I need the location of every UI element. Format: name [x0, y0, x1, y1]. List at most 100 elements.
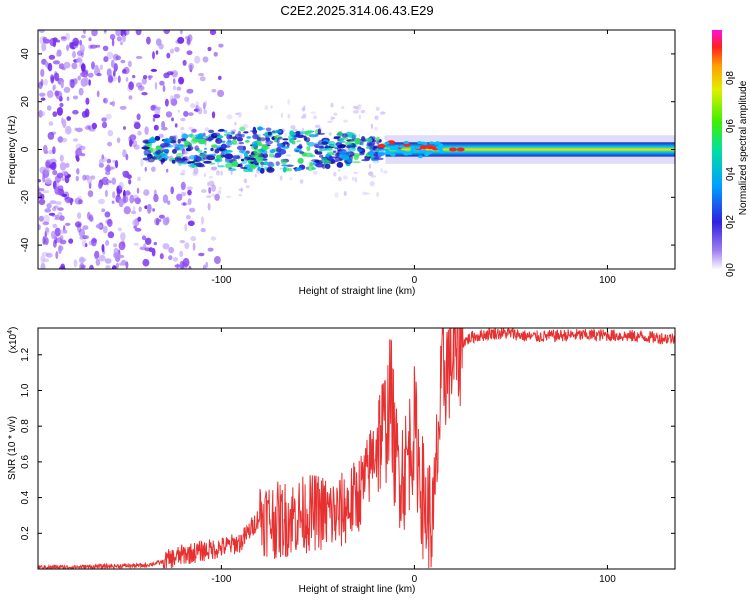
spectrogram-signal-blob [177, 138, 181, 144]
spectrogram-noise-blob [40, 262, 46, 269]
spectrogram-signal-blob [221, 140, 226, 143]
spectrogram-band-blob [402, 151, 408, 155]
spectrogram-noise-blob [186, 88, 194, 94]
spectrogram-noise-blob [186, 215, 191, 220]
spectrogram-noise-blob [99, 64, 104, 71]
spectrogram-noise-blob [122, 34, 126, 43]
spectrogram-noise-blob [73, 138, 78, 142]
spectrogram-faint-blob [330, 102, 334, 108]
spectrogram-signal-blob [293, 147, 302, 153]
spectrogram-noise-blob [135, 30, 142, 36]
spectrogram-faint-blob [327, 120, 333, 123]
spectrogram-signal-blob [349, 140, 355, 143]
spectrogram-signal-blob [304, 137, 311, 143]
spectrogram-faint-blob [360, 109, 366, 114]
spectrogram-noise-blob [84, 108, 90, 118]
spectrogram-noise-blob [146, 36, 151, 45]
spectrogram-noise-blob [88, 44, 93, 50]
spectrogram-noise-blob [70, 79, 75, 89]
spectrogram-faint-blob [357, 104, 362, 107]
spectrogram-noise-blob [79, 44, 85, 53]
spectrogram-faint-blob [314, 124, 321, 128]
spectrogram-signal-blob [188, 133, 193, 137]
spectrogram-noise-blob [118, 181, 124, 190]
spectrogram-noise-blob [63, 229, 68, 234]
spectrogram-signal-blob [205, 136, 209, 139]
snr-ytick-label: 0.4 [20, 490, 31, 504]
snr-ytick-label: 1.0 [20, 383, 31, 397]
spectrogram-faint-blob [180, 126, 185, 131]
spectrogram-signal-blob [377, 152, 384, 156]
spectrogram-noise-blob [98, 158, 104, 166]
spectrogram-noise-blob [129, 134, 137, 141]
spectrogram-ytick-label: 0 [20, 146, 31, 152]
spectrogram-noise-blob [177, 36, 185, 44]
spectrogram-signal-blob [324, 147, 333, 151]
spectrogram-signal-blob [326, 151, 335, 155]
spectrogram-noise-blob [213, 51, 218, 57]
spectrogram-noise-blob [40, 68, 45, 77]
spectrogram-noise-blob [166, 52, 171, 59]
spectrogram-noise-blob [131, 210, 137, 215]
spectrogram-signal-blob [356, 148, 363, 152]
spectrogram-signal-blob [147, 156, 151, 159]
spectrogram-noise-blob [172, 78, 176, 85]
spectrogram-noise-blob [39, 92, 46, 97]
spectrogram-noise-blob [101, 121, 108, 129]
spectrogram-noise-blob [169, 48, 174, 54]
spectrogram-signal-blob [307, 165, 314, 172]
spectrogram-noise-blob [77, 75, 81, 81]
spectrogram-noise-blob [91, 122, 98, 130]
spectrogram-faint-blob [204, 100, 208, 107]
spectrogram-noise-blob [135, 55, 143, 60]
spectrogram-noise-blob [76, 156, 80, 162]
spectrogram-faint-blob [365, 192, 370, 195]
figure-title: C2E2.2025.314.06.43.E29 [280, 3, 433, 18]
spectrogram-noise-blob [132, 219, 140, 227]
spectrogram-noise-blob [107, 75, 113, 84]
spectrogram-signal-blob [288, 168, 292, 172]
spectrogram-signal-blob [289, 130, 295, 135]
spectrogram-noise-blob [151, 166, 156, 172]
spectrogram-signal-blob [297, 157, 304, 164]
spectrogram-faint-blob [177, 109, 180, 113]
spectrogram-noise-blob [38, 224, 41, 231]
spectrogram-signal-blob [154, 135, 161, 141]
spectrogram-noise-blob [188, 265, 192, 269]
spectrogram-noise-blob [46, 203, 52, 209]
spectrogram-noise-blob [164, 98, 169, 107]
spectrogram-noise-blob [153, 194, 159, 203]
spectrogram-signal-blob [197, 149, 203, 153]
spectrogram-signal-blob [141, 146, 150, 150]
spectrogram-band-blob [384, 141, 390, 145]
spectrogram-signal-blob [347, 158, 353, 163]
spectrogram-noise-blob [180, 30, 183, 35]
spectrogram-faint-blob [204, 127, 210, 132]
spectrogram-noise-blob [179, 250, 184, 257]
spectrogram-noise-blob [132, 205, 136, 212]
snr-ytick-label: 0.8 [20, 419, 31, 433]
spectrogram-faint-blob [279, 167, 284, 170]
spectrogram-noise-blob [184, 96, 190, 102]
spectrogram-noise-blob [71, 62, 78, 70]
spectrogram-noise-blob [46, 90, 54, 98]
spectrogram-signal-blob [264, 166, 268, 170]
spectrogram-signal-blob [236, 137, 243, 142]
spectrogram-noise-blob [217, 89, 225, 98]
snr-ytick-label: 1.2 [20, 347, 31, 361]
spectrogram-noise-blob [136, 187, 140, 194]
spectrogram-noise-blob [72, 37, 80, 47]
spectrogram-faint-blob [353, 110, 359, 114]
spectrogram-noise-blob [91, 237, 97, 247]
spectrogram-signal-blob [338, 144, 346, 148]
spectrogram-faint-blob [380, 111, 386, 115]
spectrogram-faint-blob [245, 185, 250, 189]
spectrogram-noise-blob [186, 38, 191, 45]
spectrogram-band-blob [435, 141, 441, 145]
snr-ytick-label: 0.6 [20, 455, 31, 469]
spectrogram-signal-blob [204, 147, 207, 150]
spectrogram-noise-blob [80, 264, 86, 269]
svg-text:(x104): (x104) [7, 327, 19, 354]
spectrogram-signal-blob [261, 144, 269, 151]
spectrogram-noise-blob [115, 262, 119, 269]
